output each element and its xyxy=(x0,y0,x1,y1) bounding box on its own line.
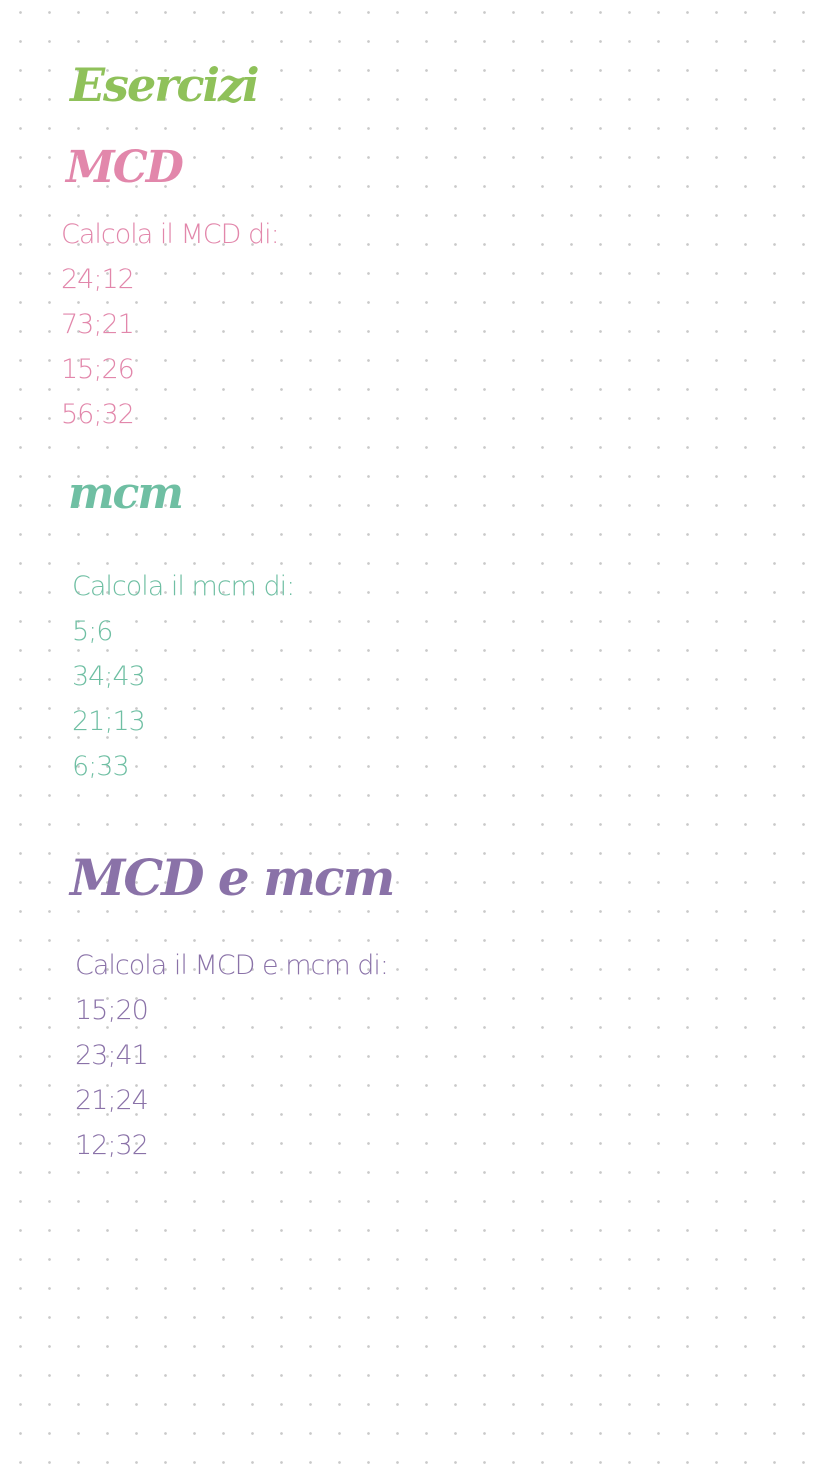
exercise-item: 5;6 xyxy=(72,616,113,647)
exercise-item: 15;20 xyxy=(75,995,149,1026)
exercise-item: 12;32 xyxy=(75,1130,149,1161)
exercise-item: 21;13 xyxy=(72,706,146,737)
exercise-item: 6;33 xyxy=(72,751,130,782)
exercise-item: 23;41 xyxy=(75,1040,149,1071)
section-heading-mcd-mcm: MCD e mcm xyxy=(70,848,395,907)
section-mcm: Calcola il mcm di: 5;6 34;43 21;13 6;33 xyxy=(72,564,295,789)
exercise-item: 73;21 xyxy=(61,309,135,340)
exercise-item: 15;26 xyxy=(61,354,135,385)
exercise-item: 24;12 xyxy=(61,264,135,295)
exercise-item: 21;24 xyxy=(75,1085,149,1116)
page-title: Esercizi xyxy=(70,58,260,112)
exercise-prompt: Calcola il mcm di: xyxy=(72,571,295,602)
section-mcd-mcm: Calcola il MCD e mcm di: 15;20 23;41 21;… xyxy=(75,943,389,1168)
section-mcd: Calcola il MCD di: 24;12 73;21 15;26 56;… xyxy=(61,212,280,437)
section-heading-mcd: MCD xyxy=(66,142,184,193)
exercise-prompt: Calcola il MCD di: xyxy=(61,219,280,250)
exercise-item: 56;32 xyxy=(61,399,135,430)
exercise-prompt: Calcola il MCD e mcm di: xyxy=(75,950,389,981)
exercise-item: 34;43 xyxy=(72,661,146,692)
section-heading-mcm: mcm xyxy=(68,468,184,519)
